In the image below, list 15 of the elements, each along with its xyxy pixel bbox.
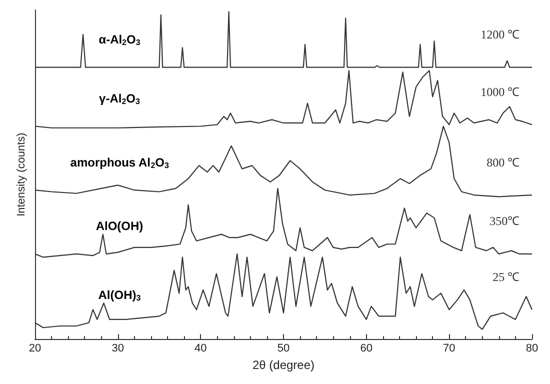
x-tick-label: 20 (28, 342, 42, 355)
series-label: 350℃ (490, 214, 520, 228)
x-tick-label: 30 (112, 342, 124, 355)
series-label: 1200 ℃ (480, 28, 520, 42)
annotation: AlO(OH) (96, 219, 144, 234)
series-label: 1000 ℃ (480, 84, 520, 99)
y-axis-title: Intensity (counts) (16, 132, 28, 216)
text: 800 ℃ (486, 155, 520, 170)
series-label: 25 ℃ (492, 270, 520, 284)
x-tick-label: 60 (360, 342, 372, 355)
x-tick-label: 50 (277, 342, 290, 355)
x-tick-label: 70 (443, 342, 456, 355)
x-tick-label: 40 (194, 342, 207, 355)
x-axis-title: 2θ (degree) (252, 358, 315, 372)
x-tick-label: 80 (526, 342, 538, 355)
